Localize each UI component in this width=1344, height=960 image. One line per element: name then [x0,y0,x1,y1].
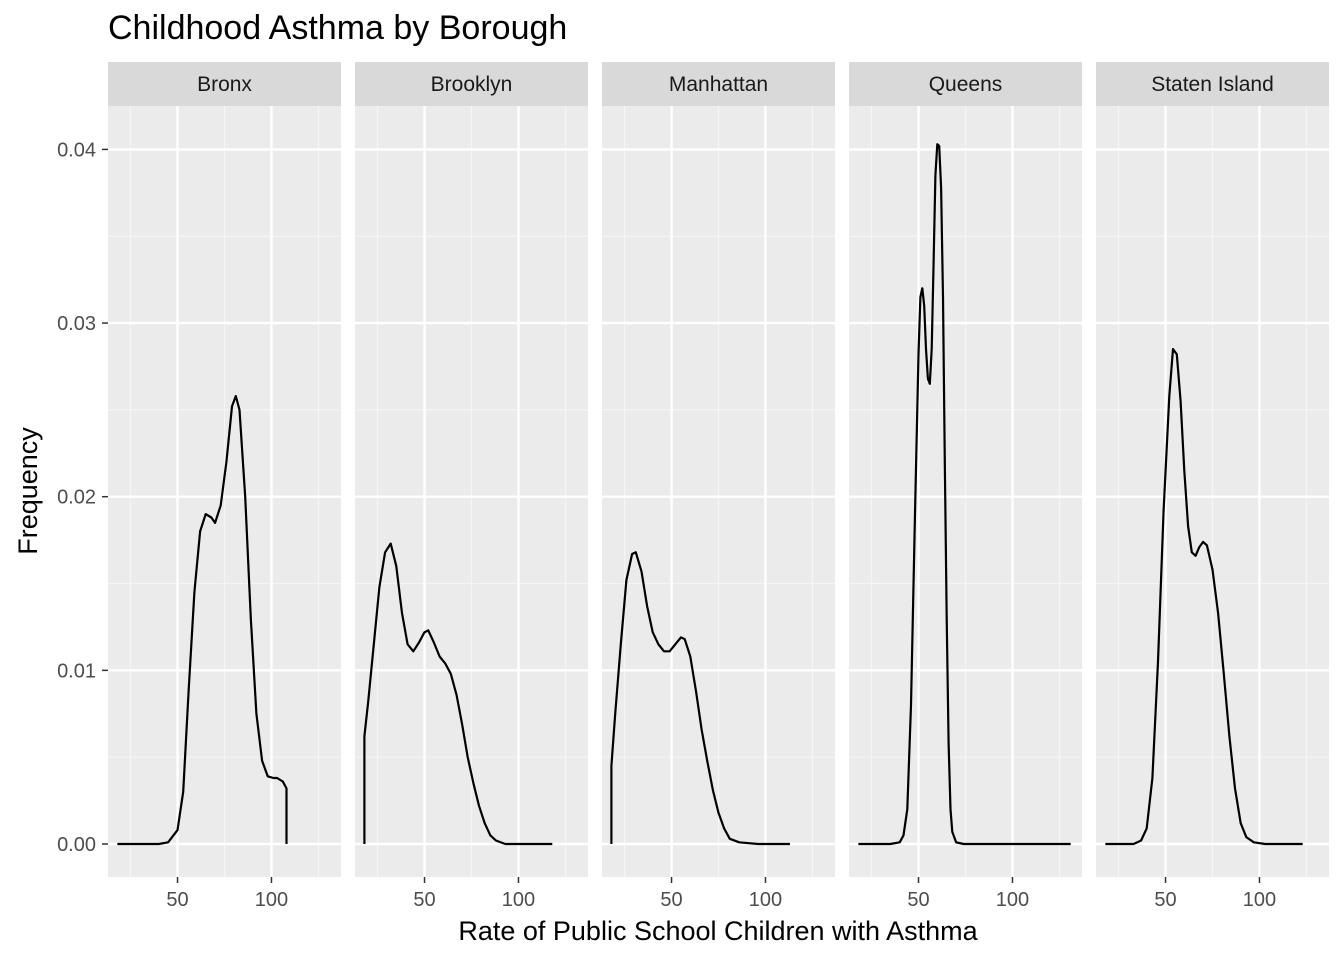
y-tick-label: 0.00 [57,834,96,856]
density-line-manhattan [610,551,790,846]
x-tick-label: 50 [907,889,929,911]
chart-title: Childhood Asthma by Borough [108,9,567,47]
facet-strip-label: Manhattan [669,73,768,96]
y-tick-label: 0.01 [57,660,96,682]
facet-panel-bronx: Bronx 50 100 [108,62,341,911]
facet-strip-label: Bronx [197,73,252,96]
facet-panel-queens: Queens 50 100 [849,62,1082,911]
x-tick-label: 100 [996,889,1029,911]
x-tick-label: 50 [413,889,435,911]
y-tick-label: 0.04 [57,139,96,161]
y-tick-label: 0.03 [57,313,96,335]
density-line-queens [858,143,1071,846]
facet-strip-label: Brooklyn [431,73,513,96]
x-tick-label: 100 [255,889,288,911]
x-tick-label: 100 [502,889,535,911]
facet-strip [1096,62,1329,106]
x-tick-label: 50 [1154,889,1176,911]
facet-panel-staten-island: Staten Island 50 100 [1096,62,1329,911]
x-tick-label: 100 [749,889,782,911]
x-axis-title: Rate of Public School Children with Asth… [458,916,978,946]
y-axis-title: Frequency [13,427,43,555]
facet-strip-label: Queens [929,73,1003,96]
density-line-bronx [117,394,288,846]
facet-strip [602,62,835,106]
facet-panel-manhattan: Manhattan 50 100 [602,62,835,911]
x-tick-label: 100 [1243,889,1276,911]
x-tick-label: 50 [166,889,188,911]
facet-panel-brooklyn: Brooklyn 50 100 [355,62,588,911]
density-line-brooklyn [363,542,553,846]
facet-strip [108,62,341,106]
facet-strip-label: Staten Island [1151,73,1274,96]
x-tick-label: 50 [660,889,682,911]
y-axis: 0.00 0.01 0.02 0.03 0.04 [57,139,108,856]
y-tick-label: 0.02 [57,487,96,509]
facet-strip [849,62,1082,106]
density-line-staten-island [1105,348,1303,846]
facet-strip [355,62,588,106]
